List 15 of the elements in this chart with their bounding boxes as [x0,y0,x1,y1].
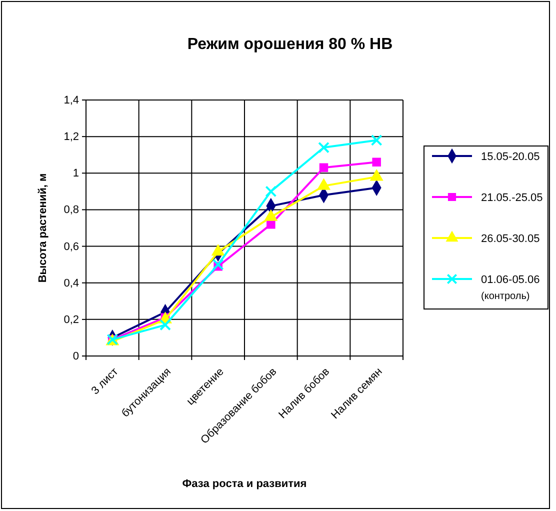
legend-label: 01.06-05.06 (контроль) [481,274,540,302]
legend-label: 26.05-30.05 [481,233,540,245]
y-tick-label: 0,2 [64,314,79,326]
y-tick-label: 0,4 [64,277,79,290]
y-tick-label: 1,4 [64,94,79,107]
legend-label: 15.05-20.05 [481,151,540,163]
y-tick-label: 0,6 [64,240,79,253]
y-tick-label: 1 [72,168,79,180]
x-axis-title: Фаза роста и развития [182,478,307,490]
y-tick-label: 1,2 [64,131,79,144]
legend-label: 21.05.-25.05 [481,192,543,204]
y-tick-label: 0,8 [64,204,79,216]
chart-title: Режим орошения 80 % НВ [187,36,393,53]
y-axis-title: Высота растений, м [37,173,49,283]
y-tick-label: 0 [72,350,79,363]
